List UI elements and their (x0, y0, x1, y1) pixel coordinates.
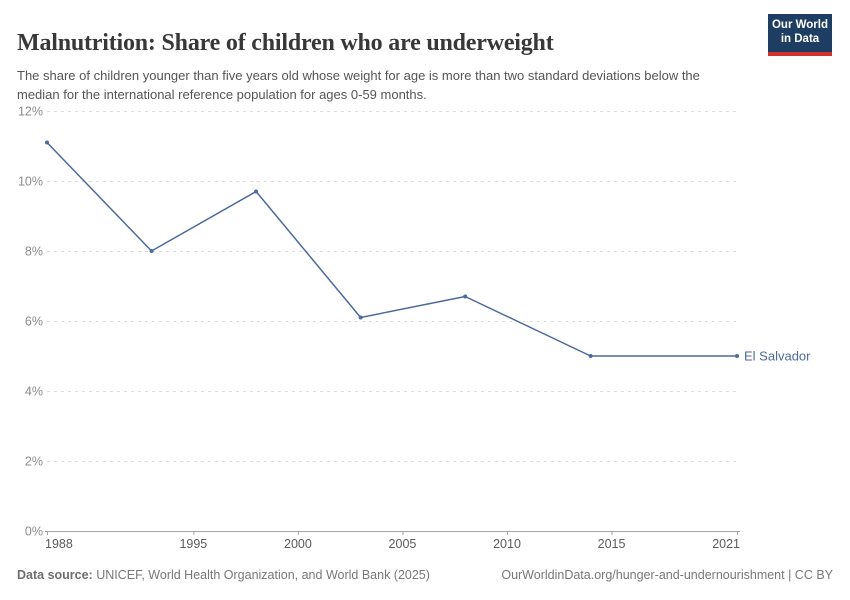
y-tick-label: 12% (18, 105, 43, 119)
chart-area: 0% 2% 4% 6% 8% 10% 12% 1988 1995 2000 2005 2010 2015… (0, 98, 850, 563)
page-subtitle: The share of children younger than five … (17, 68, 700, 102)
y-tick-label: 10% (18, 175, 43, 189)
data-point (588, 354, 593, 358)
x-tick-label: 2000 (284, 537, 312, 551)
owid-logo-line1: Our World (771, 19, 828, 31)
data-source-text: UNICEF, World Health Organization, and W… (92, 568, 430, 582)
y-tick-label: 4% (25, 385, 43, 399)
data-point (735, 354, 739, 358)
owid-logo-line2: in Data (780, 33, 820, 45)
data-point (463, 294, 468, 299)
data-source-note: Data source: UNICEF, World Health Organi… (17, 568, 430, 582)
page-footer: Data source: UNICEF, World Health Organi… (17, 568, 833, 582)
x-tick-label: 1995 (179, 537, 207, 551)
data-point (358, 315, 363, 320)
data-point (45, 140, 49, 145)
x-tick-label: 2015 (598, 537, 626, 551)
owid-footer-link[interactable]: OurWorldinData.org/hunger-and-undernouri… (501, 568, 833, 582)
series-line (46, 141, 737, 357)
data-point (254, 189, 259, 194)
data-source-label: Data source: (17, 568, 93, 582)
chart-canvas: 0% 2% 4% 6% 8% 10% 12% 1988 1995 2000 2005 2010 2015… (18, 105, 811, 552)
x-tick-label: 2005 (389, 537, 417, 551)
owid-logo[interactable]: Our World in Data (768, 14, 832, 56)
y-tick-label: 6% (25, 315, 43, 329)
x-tick-label: 1988 (45, 537, 73, 551)
series-label: El Salvador (744, 349, 811, 364)
y-tick-label: 2% (25, 455, 43, 469)
y-tick-label: 8% (25, 245, 43, 259)
data-point (149, 249, 154, 253)
page-title: Malnutrition: Share of children who are … (17, 30, 554, 57)
x-tick-label: 2010 (493, 537, 521, 551)
y-tick-label: 0% (25, 525, 43, 539)
x-tick-label: 2021 (712, 537, 740, 551)
